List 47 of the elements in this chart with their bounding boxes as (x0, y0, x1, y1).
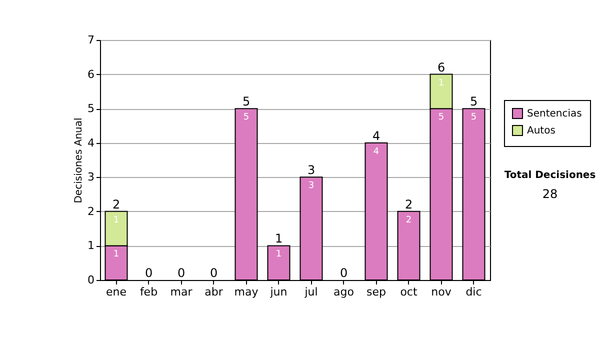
data-label: 4 (373, 146, 380, 157)
total-label: 2 (404, 197, 413, 212)
y-tick-label: 6 (88, 68, 94, 81)
total-label: 0 (210, 266, 218, 280)
total-label: 4 (372, 128, 380, 143)
legend-label: Sentencias (527, 108, 582, 120)
total-label: 0 (177, 266, 186, 280)
total-label: 2 (112, 197, 120, 212)
x-tick-label: feb (140, 286, 158, 298)
x-tick-label: jul (304, 286, 318, 298)
x-tick-label: may (234, 286, 259, 298)
data-label: 5 (470, 112, 477, 123)
x-tick-label: oct (400, 286, 418, 298)
y-tick-label: 4 (88, 136, 94, 150)
total-label: 1 (274, 232, 283, 246)
y-tick-label: 3 (88, 170, 94, 184)
x-tick-label: abr (204, 286, 224, 298)
x-tick-label: ago (334, 286, 354, 298)
y-tick-label: 5 (88, 102, 94, 116)
data-label: 1 (113, 250, 120, 260)
total-label: 5 (470, 94, 478, 109)
y-axis-title: Decisiones Anual (74, 118, 84, 204)
text: Total Decisiones (503, 170, 597, 181)
y-tick-label: 0 (88, 274, 94, 286)
data-label: 1 (438, 78, 444, 88)
data-label: 3 (308, 181, 314, 192)
y-tick-label: 1 (88, 239, 94, 252)
x-tick-label: mar (170, 286, 193, 298)
total-label: 0 (144, 266, 153, 280)
data-label: 2 (406, 215, 412, 226)
data-label: 5 (243, 112, 250, 123)
x-tick-label: sep (366, 286, 386, 298)
total-label: 0 (340, 266, 348, 280)
x-tick-label: jun (269, 286, 288, 298)
x-tick-label: nov (431, 286, 452, 298)
x-tick-label: dic (466, 286, 482, 298)
total-label: 5 (242, 94, 250, 109)
y-tick-label: 7 (88, 34, 94, 46)
data-label: 1 (113, 215, 120, 226)
x-tick-label: ene (106, 286, 127, 298)
text: 28 (541, 187, 559, 201)
data-label: 5 (438, 112, 444, 123)
legend-label: Autos (527, 126, 556, 136)
total-label: 3 (307, 163, 316, 178)
data-label: 1 (276, 250, 282, 260)
total-label: 6 (437, 60, 446, 74)
y-tick-label: 2 (88, 204, 94, 218)
